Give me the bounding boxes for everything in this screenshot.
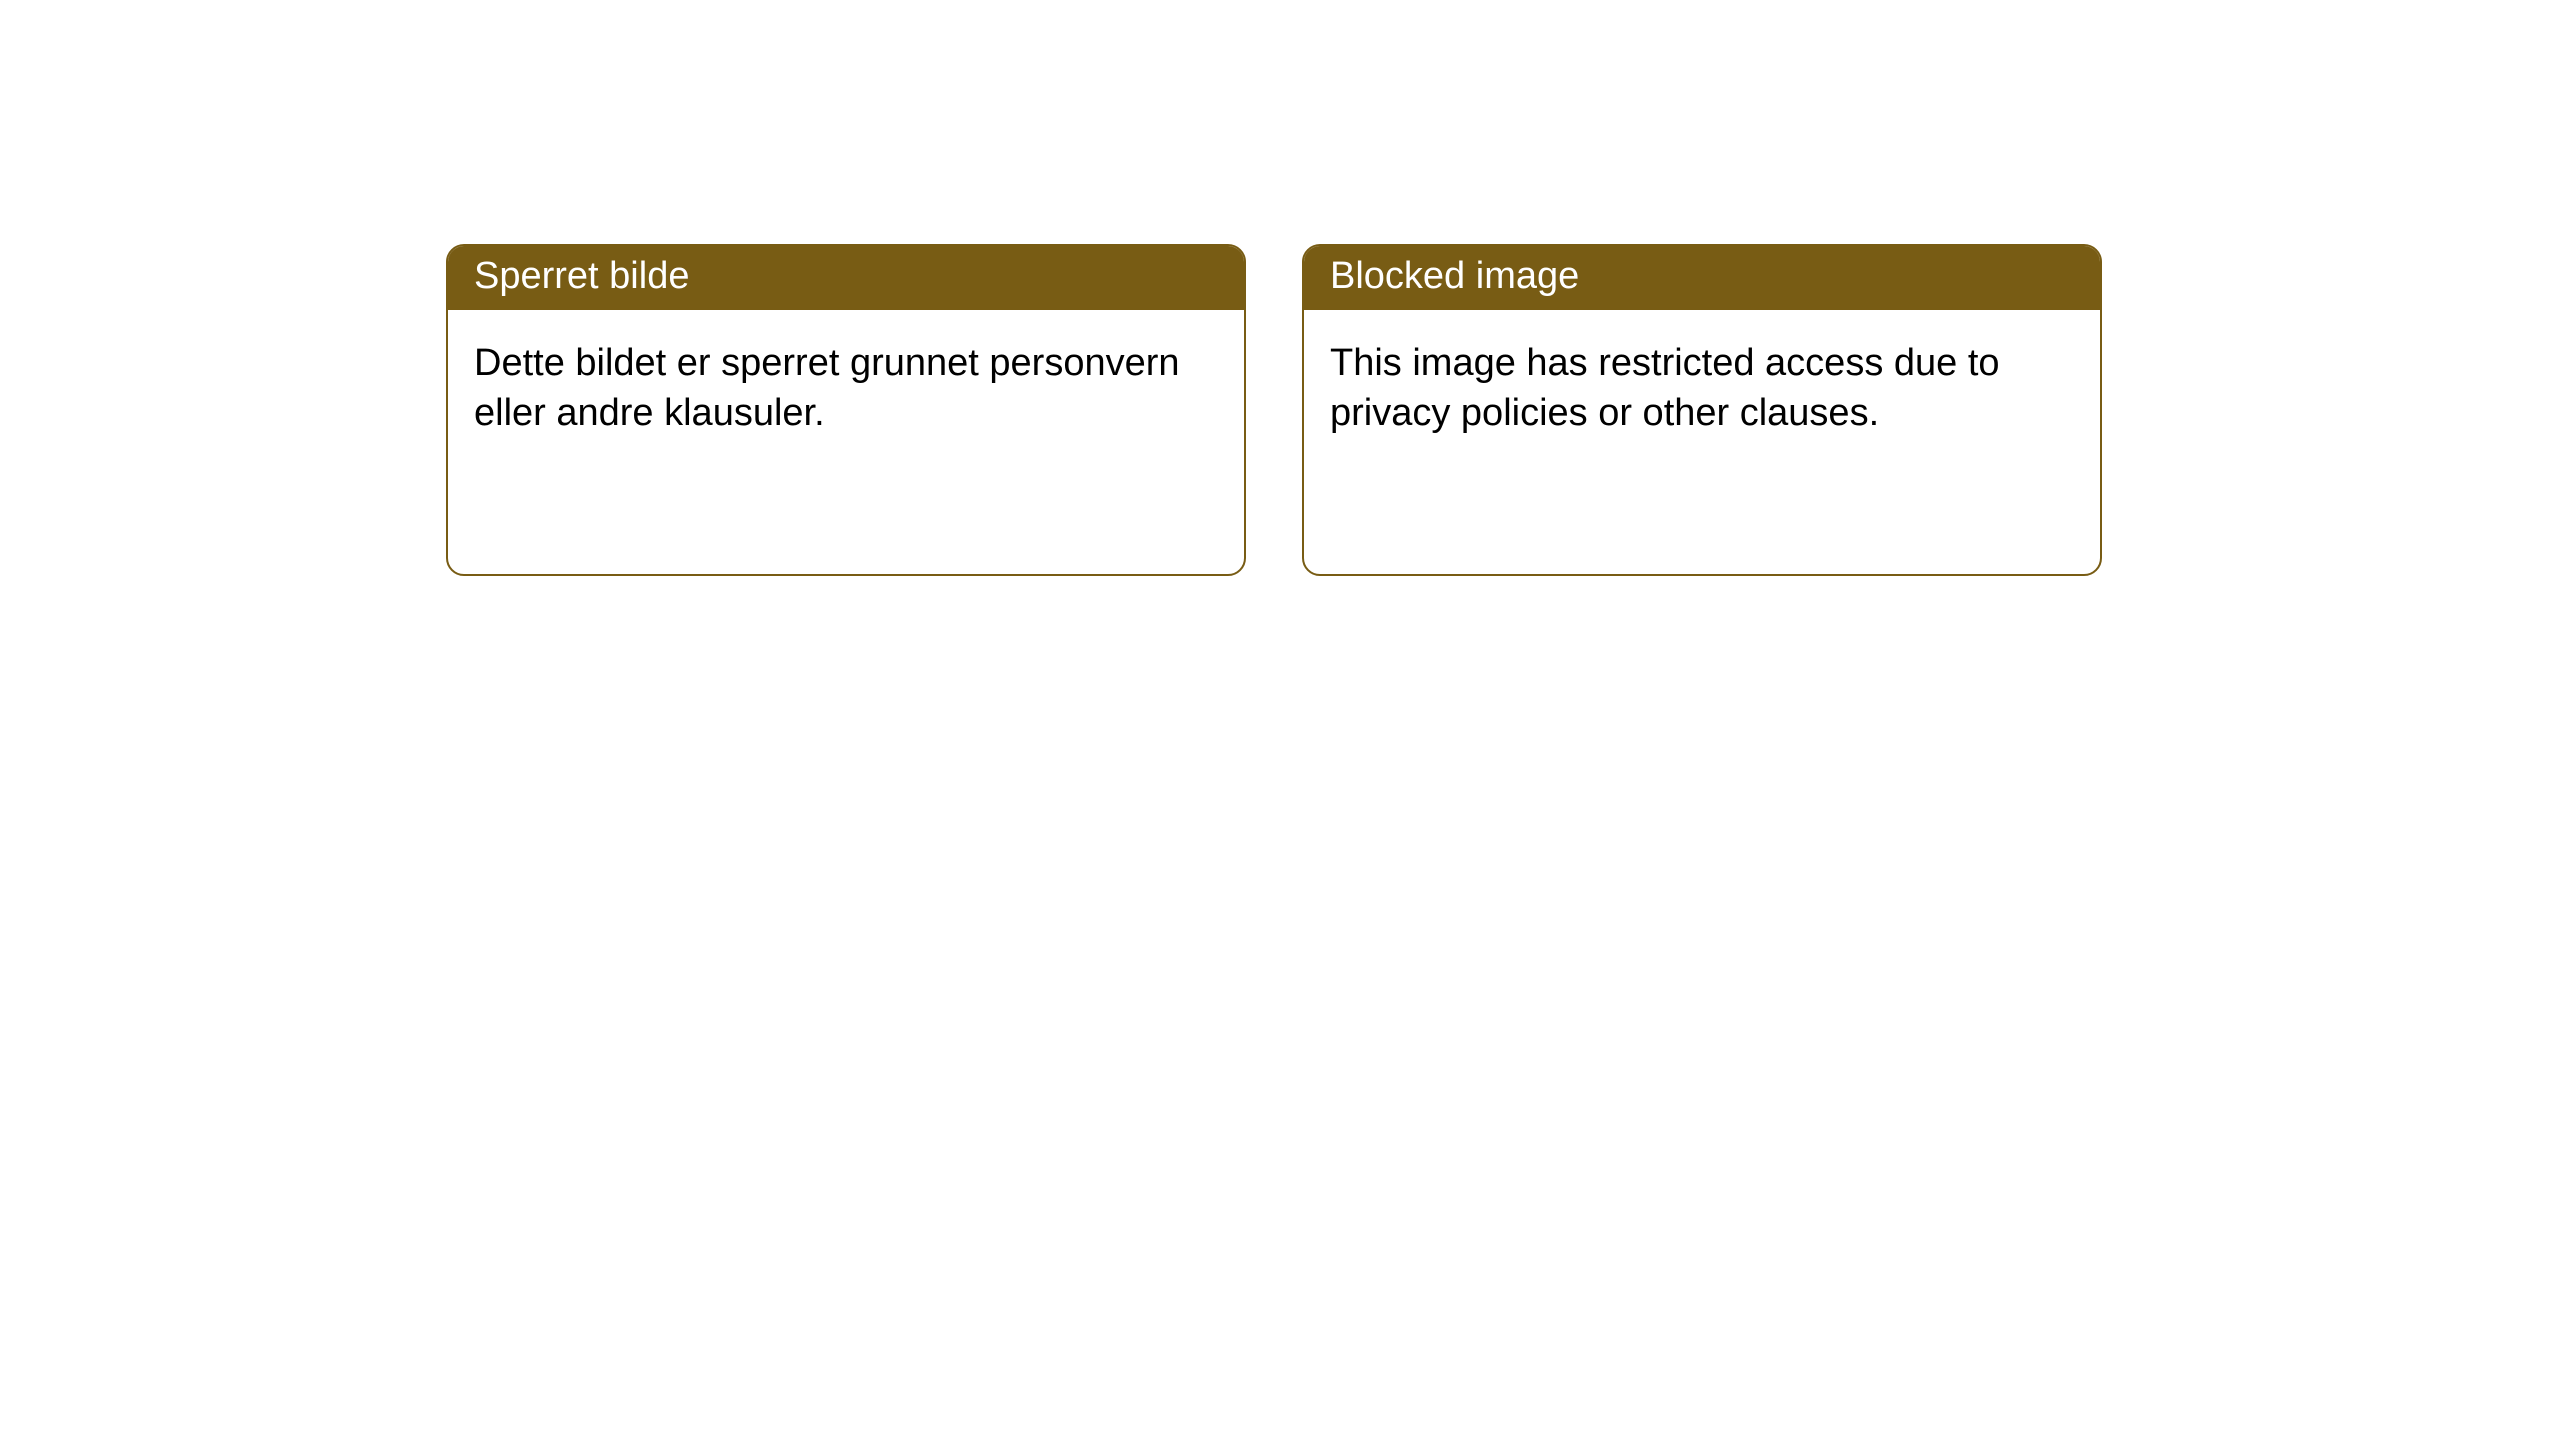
card-header: Blocked image: [1304, 246, 2100, 310]
card-title: Blocked image: [1330, 255, 1579, 297]
card-body: This image has restricted access due to …: [1304, 310, 2100, 466]
card-header: Sperret bilde: [448, 246, 1244, 310]
card-body: Dette bildet er sperret grunnet personve…: [448, 310, 1244, 466]
card-body-text: Dette bildet er sperret grunnet personve…: [474, 342, 1180, 434]
card-body-text: This image has restricted access due to …: [1330, 342, 2000, 434]
notice-container: Sperret bilde Dette bildet er sperret gr…: [0, 0, 2560, 576]
blocked-image-card-en: Blocked image This image has restricted …: [1302, 244, 2102, 576]
card-title: Sperret bilde: [474, 255, 689, 297]
blocked-image-card-no: Sperret bilde Dette bildet er sperret gr…: [446, 244, 1246, 576]
